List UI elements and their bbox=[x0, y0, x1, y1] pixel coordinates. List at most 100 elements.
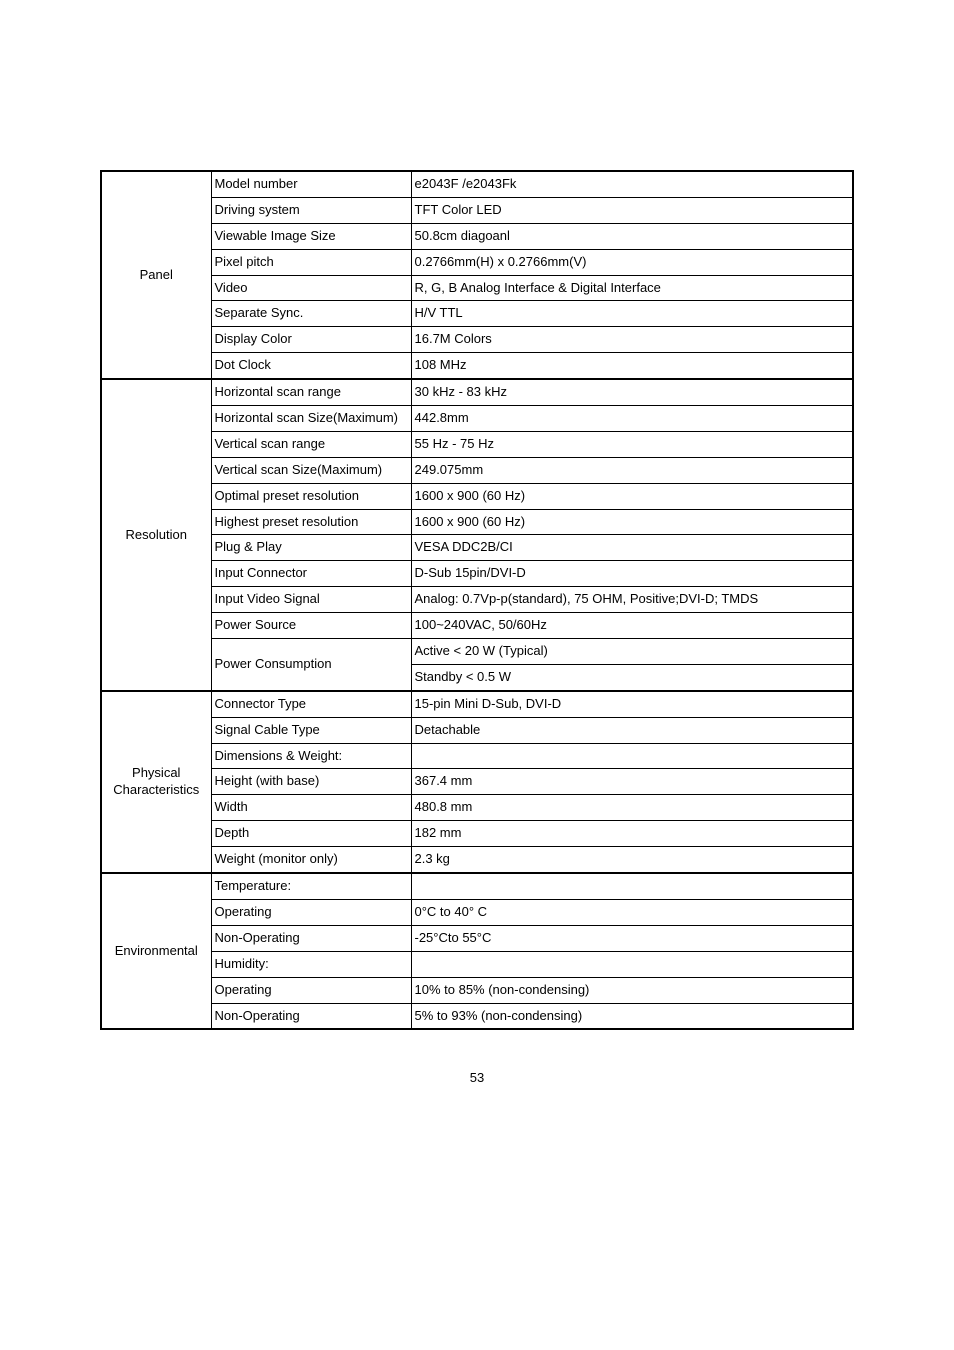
table-row: VideoR, G, B Analog Interface & Digital … bbox=[101, 275, 853, 301]
value-cell: 1600 x 900 (60 Hz) bbox=[411, 483, 853, 509]
table-row: Pixel pitch0.2766mm(H) x 0.2766mm(V) bbox=[101, 249, 853, 275]
table-row: Depth182 mm bbox=[101, 821, 853, 847]
param-cell: Video bbox=[211, 275, 411, 301]
table-row: Vertical scan Size(Maximum)249.075mm bbox=[101, 457, 853, 483]
table-row: Viewable Image Size50.8cm diagoanl bbox=[101, 223, 853, 249]
value-cell bbox=[411, 873, 853, 899]
page-container: PanelModel numbere2043F /e2043FkDriving … bbox=[0, 0, 954, 1125]
table-row: Height (with base)367.4 mm bbox=[101, 769, 853, 795]
param-cell: Power Source bbox=[211, 613, 411, 639]
table-row: Power Source100~240VAC, 50/60Hz bbox=[101, 613, 853, 639]
param-cell: Connector Type bbox=[211, 691, 411, 717]
param-cell: Pixel pitch bbox=[211, 249, 411, 275]
param-cell: Vertical scan Size(Maximum) bbox=[211, 457, 411, 483]
value-cell: 249.075mm bbox=[411, 457, 853, 483]
value-cell: -25°Cto 55°C bbox=[411, 925, 853, 951]
value-cell: e2043F /e2043Fk bbox=[411, 171, 853, 197]
page-number: 53 bbox=[100, 1070, 854, 1085]
param-cell: Height (with base) bbox=[211, 769, 411, 795]
value-cell: 30 kHz - 83 kHz bbox=[411, 379, 853, 405]
table-row: Separate Sync.H/V TTL bbox=[101, 301, 853, 327]
param-cell: Input Video Signal bbox=[211, 587, 411, 613]
table-row: PanelModel numbere2043F /e2043Fk bbox=[101, 171, 853, 197]
table-row: Display Color16.7M Colors bbox=[101, 327, 853, 353]
table-row: Operating10% to 85% (non-condensing) bbox=[101, 977, 853, 1003]
value-cell: TFT Color LED bbox=[411, 197, 853, 223]
param-cell: Non-Operating bbox=[211, 925, 411, 951]
value-cell: 0.2766mm(H) x 0.2766mm(V) bbox=[411, 249, 853, 275]
category-cell: Environmental bbox=[101, 873, 211, 1029]
value-cell: R, G, B Analog Interface & Digital Inter… bbox=[411, 275, 853, 301]
table-row: Plug & PlayVESA DDC2B/CI bbox=[101, 535, 853, 561]
table-row: Operating0°C to 40° C bbox=[101, 899, 853, 925]
category-cell: Panel bbox=[101, 171, 211, 379]
value-cell: Active < 20 W (Typical) bbox=[411, 639, 853, 665]
param-cell: Optimal preset resolution bbox=[211, 483, 411, 509]
value-cell: 182 mm bbox=[411, 821, 853, 847]
value-cell: 50.8cm diagoanl bbox=[411, 223, 853, 249]
category-cell: Physical Characteristics bbox=[101, 691, 211, 873]
param-cell: Weight (monitor only) bbox=[211, 847, 411, 873]
value-cell: D-Sub 15pin/DVI-D bbox=[411, 561, 853, 587]
value-cell: 0°C to 40° C bbox=[411, 899, 853, 925]
param-cell: Humidity: bbox=[211, 951, 411, 977]
table-row: Input Video SignalAnalog: 0.7Vp-p(standa… bbox=[101, 587, 853, 613]
param-cell: Separate Sync. bbox=[211, 301, 411, 327]
value-cell: 55 Hz - 75 Hz bbox=[411, 431, 853, 457]
param-cell: Highest preset resolution bbox=[211, 509, 411, 535]
table-row: Vertical scan range55 Hz - 75 Hz bbox=[101, 431, 853, 457]
value-cell: 2.3 kg bbox=[411, 847, 853, 873]
value-cell: 442.8mm bbox=[411, 406, 853, 432]
table-row: Non-Operating-25°Cto 55°C bbox=[101, 925, 853, 951]
spec-tbody: PanelModel numbere2043F /e2043FkDriving … bbox=[101, 171, 853, 1029]
table-row: Power ConsumptionActive < 20 W (Typical) bbox=[101, 639, 853, 665]
table-row: Physical CharacteristicsConnector Type15… bbox=[101, 691, 853, 717]
category-cell: Resolution bbox=[101, 379, 211, 691]
value-cell: 108 MHz bbox=[411, 353, 853, 379]
param-cell: Operating bbox=[211, 977, 411, 1003]
param-cell: Temperature: bbox=[211, 873, 411, 899]
table-row: Dimensions & Weight: bbox=[101, 743, 853, 769]
param-cell: Dot Clock bbox=[211, 353, 411, 379]
table-row: Horizontal scan Size(Maximum)442.8mm bbox=[101, 406, 853, 432]
table-row: Weight (monitor only)2.3 kg bbox=[101, 847, 853, 873]
param-cell: Power Consumption bbox=[211, 639, 411, 691]
value-cell: 5% to 93% (non-condensing) bbox=[411, 1003, 853, 1029]
value-cell: 10% to 85% (non-condensing) bbox=[411, 977, 853, 1003]
param-cell: Plug & Play bbox=[211, 535, 411, 561]
param-cell: Non-Operating bbox=[211, 1003, 411, 1029]
value-cell: 367.4 mm bbox=[411, 769, 853, 795]
param-cell: Dimensions & Weight: bbox=[211, 743, 411, 769]
param-cell: Input Connector bbox=[211, 561, 411, 587]
param-cell: Viewable Image Size bbox=[211, 223, 411, 249]
param-cell: Vertical scan range bbox=[211, 431, 411, 457]
param-cell: Width bbox=[211, 795, 411, 821]
param-cell: Horizontal scan Size(Maximum) bbox=[211, 406, 411, 432]
param-cell: Horizontal scan range bbox=[211, 379, 411, 405]
table-row: Input ConnectorD-Sub 15pin/DVI-D bbox=[101, 561, 853, 587]
table-row: Highest preset resolution1600 x 900 (60 … bbox=[101, 509, 853, 535]
table-row: EnvironmentalTemperature: bbox=[101, 873, 853, 899]
table-row: Non-Operating5% to 93% (non-condensing) bbox=[101, 1003, 853, 1029]
table-row: Dot Clock108 MHz bbox=[101, 353, 853, 379]
value-cell: 15-pin Mini D-Sub, DVI-D bbox=[411, 691, 853, 717]
value-cell bbox=[411, 951, 853, 977]
table-row: Width480.8 mm bbox=[101, 795, 853, 821]
table-row: ResolutionHorizontal scan range30 kHz - … bbox=[101, 379, 853, 405]
value-cell: 16.7M Colors bbox=[411, 327, 853, 353]
value-cell: 480.8 mm bbox=[411, 795, 853, 821]
table-row: Humidity: bbox=[101, 951, 853, 977]
value-cell: Analog: 0.7Vp-p(standard), 75 OHM, Posit… bbox=[411, 587, 853, 613]
table-row: Signal Cable TypeDetachable bbox=[101, 717, 853, 743]
table-row: Optimal preset resolution1600 x 900 (60 … bbox=[101, 483, 853, 509]
value-cell bbox=[411, 743, 853, 769]
param-cell: Operating bbox=[211, 899, 411, 925]
value-cell: Standby < 0.5 W bbox=[411, 664, 853, 690]
param-cell: Driving system bbox=[211, 197, 411, 223]
param-cell: Signal Cable Type bbox=[211, 717, 411, 743]
spec-table: PanelModel numbere2043F /e2043FkDriving … bbox=[100, 170, 854, 1030]
value-cell: 100~240VAC, 50/60Hz bbox=[411, 613, 853, 639]
value-cell: VESA DDC2B/CI bbox=[411, 535, 853, 561]
table-row: Driving systemTFT Color LED bbox=[101, 197, 853, 223]
param-cell: Model number bbox=[211, 171, 411, 197]
